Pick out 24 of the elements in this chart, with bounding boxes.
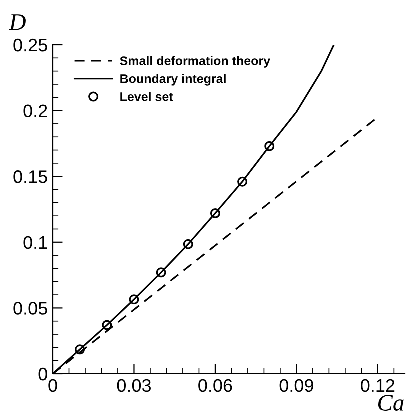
point <box>75 344 86 355</box>
point <box>183 239 194 250</box>
x-tick-label: 0.06 <box>198 379 232 392</box>
point <box>102 320 112 330</box>
y-tick-label: 0.15 <box>14 170 48 184</box>
point <box>238 176 248 187</box>
legend-label: Boundary integral <box>120 74 226 86</box>
point <box>129 294 140 305</box>
y-tick-label: 0.1 <box>24 236 48 250</box>
y-tick-label: 0.05 <box>14 302 48 315</box>
x-tick-label: 0.03 <box>117 379 152 392</box>
legend-label: Small deformation theory <box>120 56 270 68</box>
y-tick-label: 0 <box>38 368 48 381</box>
point <box>264 141 275 152</box>
legend-label: Level set <box>120 92 174 102</box>
x-axis-title: Ca <box>378 395 404 412</box>
point <box>156 268 166 278</box>
point <box>210 208 220 218</box>
y-axis-title: D <box>9 14 26 30</box>
y-tick-label: 0.2 <box>24 104 48 118</box>
y-tick-label: 0.25 <box>14 38 48 52</box>
x-tick-label: 0 <box>48 379 58 392</box>
x-tick-label: 0.12 <box>361 379 395 392</box>
x-tick-label: 0.09 <box>280 379 314 392</box>
